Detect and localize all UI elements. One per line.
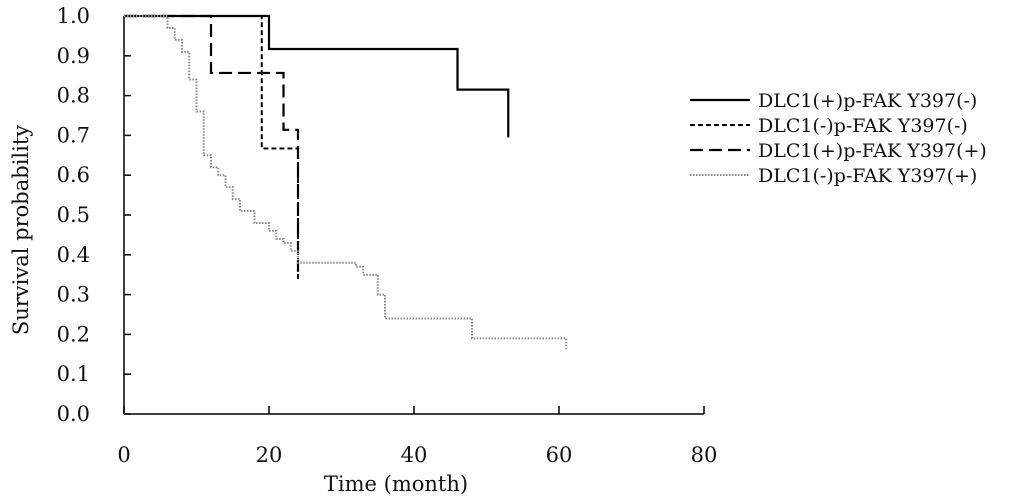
y-axis-title: Survival probability: [9, 125, 33, 335]
x-tick-label: 0: [117, 443, 130, 467]
y-tick-label: 0.2: [57, 322, 90, 346]
legend: DLC1(+)p-FAK Y397(-) DLC1(-)p-FAK Y397(-)…: [690, 90, 987, 187]
plot-area: 0 20 40 60 80 0.0 0.1 0.2 0.3 0.4 0.5 0.6 0.7 0.8 0.9…: [57, 4, 718, 467]
y-tick-label: 0.5: [57, 203, 90, 227]
y-tick-label: 0.8: [57, 84, 90, 108]
legend-label: DLC1(-)p-FAK Y397(-): [758, 115, 968, 137]
y-tick-label: 0.9: [57, 44, 90, 68]
x-axis-title: Time (month): [324, 472, 468, 496]
legend-label: DLC1(+)p-FAK Y397(-): [758, 90, 977, 112]
x-tick-label: 20: [256, 443, 283, 467]
y-tick-label: 0.6: [57, 163, 90, 187]
y-tick-label: 0.7: [57, 123, 90, 147]
y-tick-label: 1.0: [57, 4, 90, 28]
y-tick-label: 0.3: [57, 283, 90, 307]
series-line: [124, 14, 510, 138]
legend-label: DLC1(-)p-FAK Y397(+): [758, 165, 977, 187]
series-line: [124, 15, 568, 351]
x-tick-label: 80: [691, 443, 718, 467]
series-line: [124, 14, 300, 272]
y-tick-label: 0.4: [57, 243, 90, 267]
x-tick-label: 60: [546, 443, 573, 467]
y-tick-label: 0.0: [57, 402, 90, 426]
y-tick-label: 0.1: [57, 362, 90, 386]
x-tick-label: 40: [401, 443, 428, 467]
legend-label: DLC1(+)p-FAK Y397(+): [758, 140, 987, 162]
series-lines: [124, 14, 568, 351]
y-ticks: 0.0 0.1 0.2 0.3 0.4 0.5 0.6 0.7 0.8 0.9 1.0: [57, 4, 131, 426]
series-line: [124, 15, 299, 282]
x-ticks: 0 20 40 60 80: [117, 406, 717, 467]
